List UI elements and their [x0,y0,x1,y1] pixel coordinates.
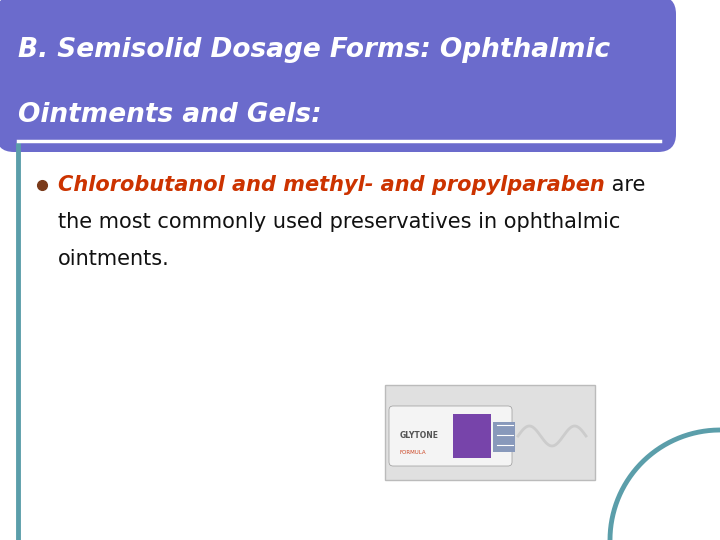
Text: FORMULA: FORMULA [400,449,427,455]
FancyBboxPatch shape [389,406,512,466]
FancyBboxPatch shape [493,422,515,452]
FancyBboxPatch shape [453,414,491,458]
FancyBboxPatch shape [385,385,595,480]
Text: Ointments and Gels:: Ointments and Gels: [18,102,322,128]
Text: B. Semisolid Dosage Forms: Ophthalmic: B. Semisolid Dosage Forms: Ophthalmic [18,37,610,63]
Text: ointments.: ointments. [58,249,170,269]
FancyBboxPatch shape [0,0,676,152]
Text: are: are [605,175,645,195]
Text: GLYTONE: GLYTONE [400,431,439,441]
Text: Chlorobutanol and methyl- and propylparaben: Chlorobutanol and methyl- and propylpara… [58,175,605,195]
Text: the most commonly used preservatives in ophthalmic: the most commonly used preservatives in … [58,212,621,232]
